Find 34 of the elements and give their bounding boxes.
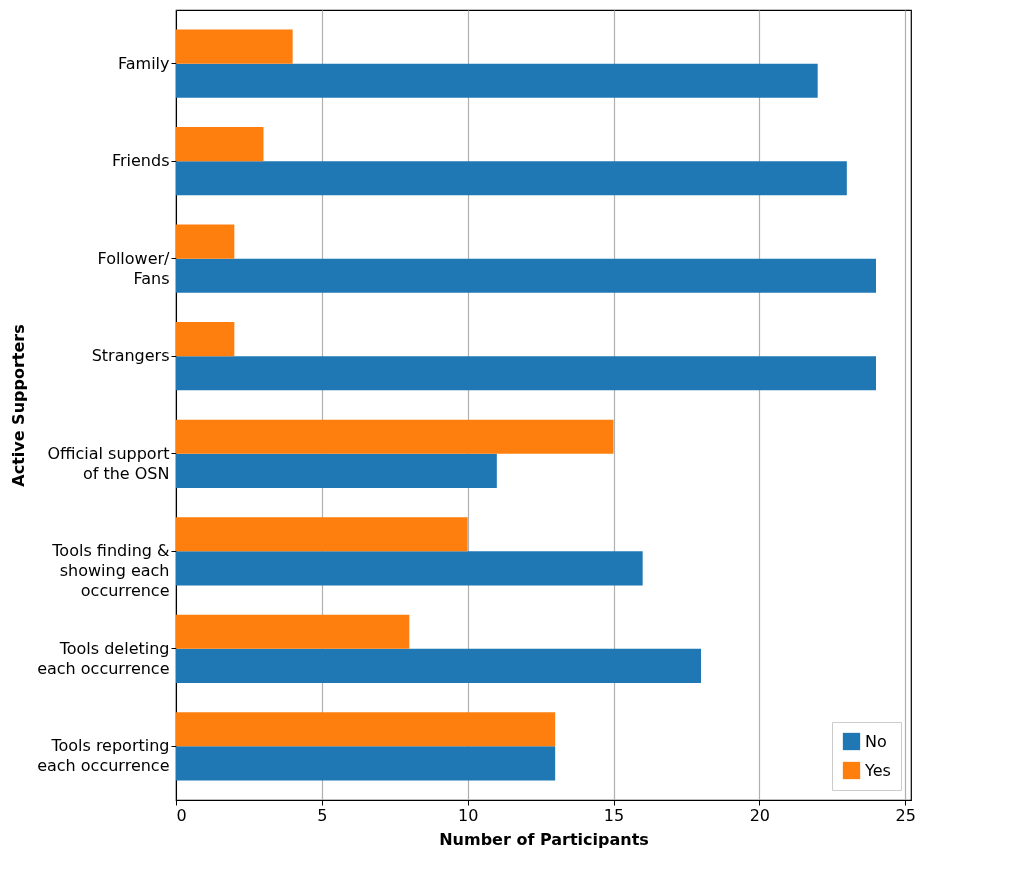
x-tick-label: 20 xyxy=(749,805,771,825)
bar xyxy=(176,614,410,649)
legend-label: Yes xyxy=(864,760,891,780)
x-tick-label: 0 xyxy=(176,805,187,825)
x-tick-label: 5 xyxy=(317,805,328,825)
bar xyxy=(176,224,235,259)
bar xyxy=(176,551,643,586)
bar xyxy=(176,419,614,454)
bar xyxy=(176,29,293,64)
y-tick-label: Tools deleting each occurrence xyxy=(37,638,170,678)
y-tick-label: Strangers xyxy=(91,346,170,366)
y-tick-label: Friends xyxy=(111,151,170,171)
y-tick-label: Tools finding & showing each occurrence xyxy=(51,541,170,601)
y-tick-label: Follower/ Fans xyxy=(97,248,171,288)
bar xyxy=(176,258,876,293)
bar xyxy=(176,453,497,488)
bar xyxy=(176,648,701,683)
x-tick-label: 10 xyxy=(457,805,479,825)
x-axis-title: Number of Participants xyxy=(439,829,649,849)
bar xyxy=(176,322,235,357)
y-tick-label: Tools reporting each occurrence xyxy=(37,736,170,776)
bar xyxy=(176,356,876,391)
x-tick-label: 15 xyxy=(603,805,625,825)
bar xyxy=(176,712,556,747)
bar xyxy=(176,161,847,196)
y-axis-title: Active Supporters xyxy=(9,324,29,487)
y-tick-label: Official support of the OSN xyxy=(47,443,170,483)
bar xyxy=(176,127,264,162)
x-tick-label: 25 xyxy=(895,805,916,825)
bar xyxy=(176,746,556,781)
bar xyxy=(176,63,818,98)
y-tick-label: Family xyxy=(118,53,170,73)
bar xyxy=(176,517,468,552)
legend-label: No xyxy=(865,731,887,751)
